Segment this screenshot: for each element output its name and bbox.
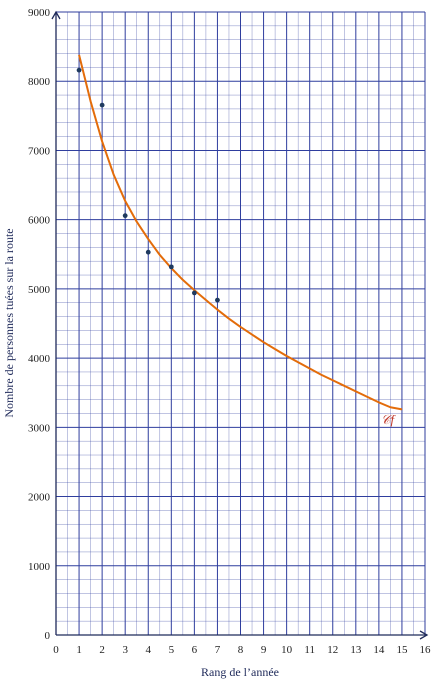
x-tick-label: 14 bbox=[373, 644, 385, 656]
y-tick-label: 8000 bbox=[28, 76, 51, 88]
y-tick-label: 5000 bbox=[28, 284, 51, 296]
curve-label: 𝒞f bbox=[381, 412, 396, 427]
grid-major bbox=[56, 11, 426, 635]
y-tick-label: 2000 bbox=[28, 492, 51, 504]
curve-layer bbox=[78, 54, 403, 411]
x-tick-label: 15 bbox=[396, 644, 408, 656]
y-tick-label: 6000 bbox=[28, 215, 51, 227]
x-tick-label: 0 bbox=[53, 644, 59, 656]
grid-minor bbox=[56, 12, 425, 635]
points-layer bbox=[76, 67, 220, 303]
data-point bbox=[191, 290, 197, 296]
x-tick-label: 7 bbox=[215, 644, 221, 656]
y-tick-label: 0 bbox=[45, 630, 51, 642]
x-axis-arrow bbox=[419, 630, 429, 640]
y-tick-labels: 0 1000 2000 3000 4000 5000 6000 7000 8000 9000 bbox=[28, 7, 51, 642]
y-tick-label: 3000 bbox=[28, 422, 51, 434]
y-tick-label: 7000 bbox=[28, 145, 51, 157]
data-point bbox=[145, 249, 151, 255]
x-tick-label: 8 bbox=[238, 644, 244, 656]
x-tick-label: 16 bbox=[420, 644, 432, 656]
data-point bbox=[122, 213, 128, 219]
data-point bbox=[215, 297, 220, 303]
x-tick-label: 6 bbox=[192, 644, 198, 656]
x-axis-label: Rang de l’année bbox=[201, 665, 279, 679]
y-tick-label: 9000 bbox=[28, 7, 51, 19]
x-tick-label: 3 bbox=[122, 644, 128, 656]
curve-cf bbox=[78, 54, 403, 411]
x-tick-label: 2 bbox=[99, 644, 105, 656]
y-axis-label: Nombre de personnes tuées sur la route bbox=[2, 228, 16, 417]
x-tick-labels: 0 1 2 3 4 5 6 7 8 9 10 11 12 13 14 15 16 bbox=[53, 644, 431, 656]
x-tick-label: 5 bbox=[169, 644, 175, 656]
x-tick-label: 10 bbox=[281, 644, 293, 656]
data-point bbox=[99, 102, 105, 108]
x-tick-label: 11 bbox=[304, 644, 315, 656]
y-tick-label: 1000 bbox=[28, 561, 51, 573]
data-point bbox=[76, 67, 82, 73]
axes bbox=[51, 10, 429, 640]
x-tick-label: 12 bbox=[327, 644, 338, 656]
data-point bbox=[168, 264, 174, 270]
y-tick-label: 4000 bbox=[28, 353, 51, 365]
x-tick-label: 1 bbox=[76, 644, 82, 656]
x-tick-label: 4 bbox=[146, 644, 152, 656]
y-axis-arrow bbox=[51, 10, 61, 20]
x-tick-label: 13 bbox=[350, 644, 362, 656]
x-tick-label: 9 bbox=[261, 644, 267, 656]
